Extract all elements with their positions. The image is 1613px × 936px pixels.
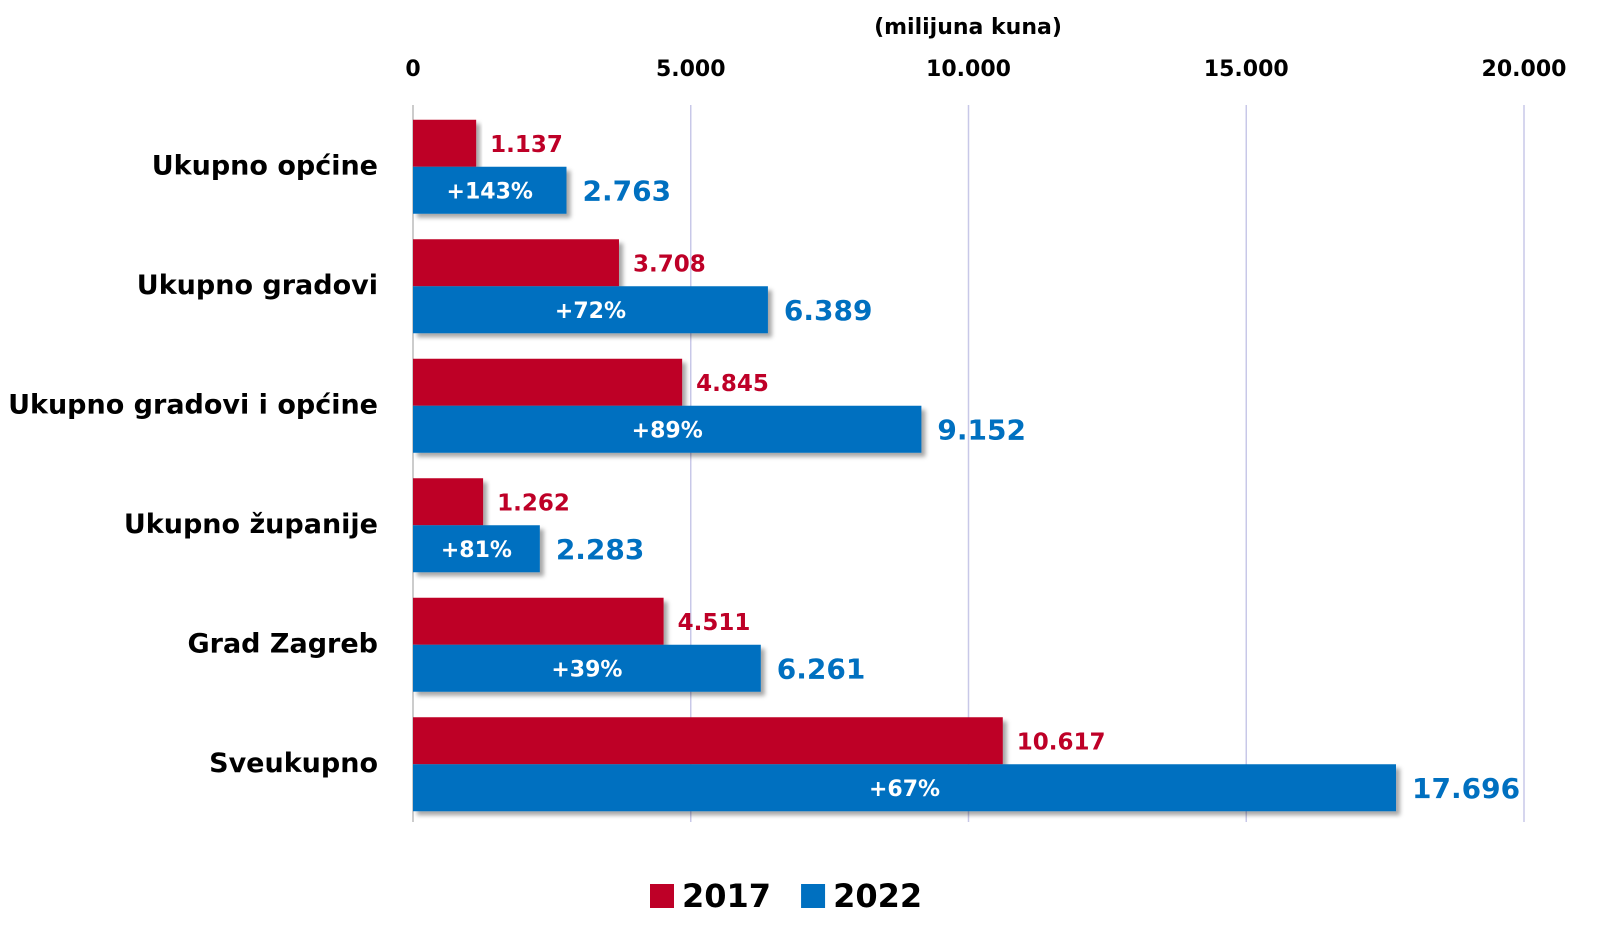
value-label: 1.262 — [497, 490, 570, 516]
legend-label: 2022 — [833, 877, 922, 915]
x-tick-label: 20.000 — [1482, 57, 1567, 82]
bar — [413, 644, 761, 692]
value-label: 6.389 — [784, 294, 873, 327]
axis-title: (milijuna kuna) — [874, 15, 1062, 40]
change-label: +81% — [441, 538, 512, 563]
change-label: +72% — [555, 299, 626, 324]
x-tick-label: 15.000 — [1204, 57, 1289, 82]
bar — [413, 286, 768, 334]
category-label: Ukupno općine — [152, 150, 378, 181]
change-label: +67% — [869, 777, 940, 802]
bar — [413, 119, 477, 167]
change-label: +39% — [551, 657, 622, 682]
bar — [413, 239, 619, 287]
legend-label: 2017 — [682, 877, 771, 915]
bar — [413, 525, 540, 573]
value-label: 4.511 — [678, 610, 751, 636]
value-label: 17.696 — [1412, 772, 1520, 805]
change-label: +143% — [447, 179, 533, 204]
category-label: Sveukupno — [209, 748, 378, 779]
value-label: 4.845 — [696, 371, 769, 397]
category-label: Ukupno županije — [124, 509, 378, 540]
bar — [413, 358, 683, 406]
x-tick-label: 5.000 — [656, 57, 726, 82]
legend-swatch — [801, 884, 826, 908]
value-label: 2.763 — [582, 174, 671, 207]
category-label: Ukupno gradovi — [137, 270, 378, 301]
bar — [413, 597, 664, 645]
x-tick-label: 10.000 — [926, 57, 1011, 82]
value-label: 10.617 — [1017, 729, 1106, 755]
legend-swatch — [650, 884, 674, 908]
value-label: 1.137 — [490, 132, 563, 158]
category-label: Grad Zagreb — [187, 628, 378, 659]
bar — [413, 764, 1397, 812]
x-tick-label: 0 — [405, 57, 420, 82]
bar — [413, 405, 922, 453]
value-label: 2.283 — [556, 533, 645, 566]
bar — [413, 717, 1003, 765]
category-label: Ukupno gradovi i općine — [8, 389, 378, 420]
value-label: 3.708 — [633, 251, 706, 277]
bar — [413, 166, 567, 214]
value-label: 6.261 — [777, 652, 866, 685]
change-label: +89% — [632, 418, 703, 443]
bar — [413, 478, 484, 526]
value-label: 9.152 — [937, 413, 1026, 446]
